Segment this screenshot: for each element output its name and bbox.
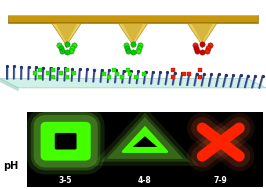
Text: 7-9: 7-9	[214, 176, 228, 185]
Polygon shape	[0, 78, 266, 88]
Text: 4-8: 4-8	[138, 176, 152, 185]
Text: pH: pH	[3, 161, 18, 171]
FancyBboxPatch shape	[55, 133, 77, 149]
Polygon shape	[8, 15, 258, 16]
Polygon shape	[118, 23, 148, 48]
FancyBboxPatch shape	[42, 123, 89, 159]
Polygon shape	[8, 15, 258, 23]
Polygon shape	[0, 78, 19, 91]
Polygon shape	[192, 23, 213, 46]
Polygon shape	[8, 22, 258, 23]
Polygon shape	[122, 23, 144, 46]
Polygon shape	[122, 127, 168, 152]
Text: 3-5: 3-5	[59, 176, 72, 185]
Polygon shape	[56, 23, 77, 46]
Polygon shape	[188, 23, 217, 48]
Polygon shape	[27, 112, 263, 187]
Polygon shape	[52, 23, 81, 48]
Polygon shape	[133, 136, 157, 147]
